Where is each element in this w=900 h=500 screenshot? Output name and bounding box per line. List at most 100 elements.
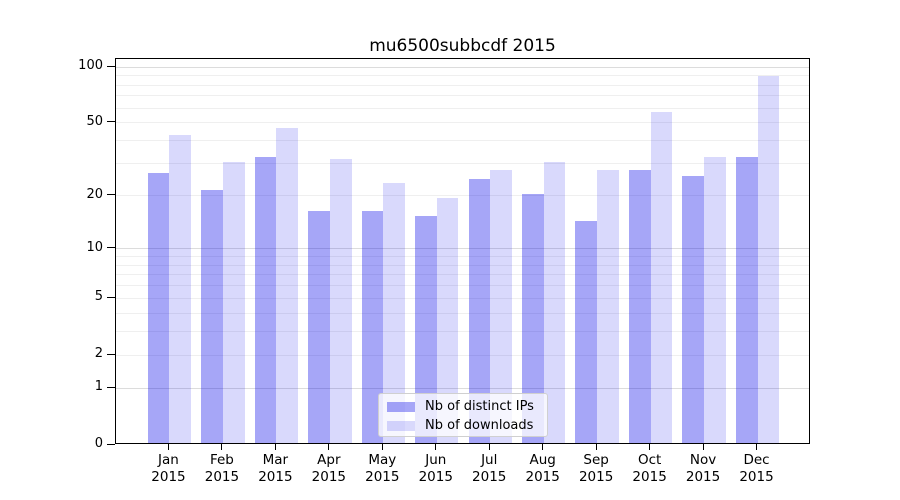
x-tick-label-line: Dec xyxy=(743,452,770,468)
x-tick-label: Mar 2015 xyxy=(240,452,310,486)
x-tick-label-line: 2015 xyxy=(578,469,614,485)
bar-jan-ips xyxy=(147,173,170,443)
x-tick-label-line: 2015 xyxy=(525,469,560,485)
bar-may-ips xyxy=(361,210,384,443)
bar-mar-ips xyxy=(254,156,277,443)
gridline-minor xyxy=(116,297,809,299)
y-tick-label: 1 xyxy=(94,379,103,395)
y-tick-label: 5 xyxy=(94,289,103,305)
x-tick-label: Oct 2015 xyxy=(615,452,685,486)
x-tick xyxy=(702,444,704,450)
y-tick xyxy=(107,386,115,388)
x-tick-label-line: May xyxy=(368,452,397,468)
x-tick-label-line: Jan xyxy=(158,452,179,468)
bar-may-downloads xyxy=(383,182,405,443)
x-tick-label-line: 2015 xyxy=(632,469,667,485)
bar-oct-ips xyxy=(628,170,651,443)
x-tick xyxy=(488,444,490,450)
y-tick xyxy=(107,121,115,123)
x-tick-label-line: 2015 xyxy=(311,469,347,485)
bar-oct-downloads xyxy=(650,111,673,443)
legend-item-distinct-ips: Nb of distinct IPs xyxy=(379,397,547,416)
bar-dec-ips xyxy=(735,156,758,443)
x-tick-label-line: 2015 xyxy=(418,469,453,485)
bar-jun-downloads xyxy=(436,197,459,443)
gridline-minor xyxy=(116,163,809,165)
x-tick-label-line: 2015 xyxy=(472,469,507,485)
x-tick xyxy=(435,444,437,450)
gridline-minor xyxy=(116,312,809,314)
bar-nov-ips xyxy=(682,176,705,443)
y-tick xyxy=(107,353,115,355)
bar-jul-downloads xyxy=(490,170,512,443)
x-tick-label: Sep 2015 xyxy=(561,452,631,486)
y-tick xyxy=(107,443,115,445)
x-tick xyxy=(381,444,383,450)
x-tick-label-line: 2015 xyxy=(685,469,721,485)
x-tick xyxy=(328,444,330,450)
x-tick-label-line: 2015 xyxy=(151,469,186,485)
x-tick-label: Aug 2015 xyxy=(508,452,578,486)
x-tick-label: Jul 2015 xyxy=(454,452,524,486)
gridline-major xyxy=(116,248,809,250)
gridline-minor xyxy=(116,285,809,287)
bar-feb-ips xyxy=(201,189,223,443)
legend: Nb of distinct IPs Nb of downloads xyxy=(378,393,548,437)
x-tick-label-line: Oct xyxy=(637,452,662,468)
x-tick-label-line: Jul xyxy=(481,452,498,468)
x-tick-label-line: Jun xyxy=(425,452,447,468)
gridline-minor xyxy=(116,122,809,124)
y-tick-label: 50 xyxy=(86,113,103,129)
legend-swatch-downloads xyxy=(387,420,415,431)
y-tick xyxy=(107,194,115,196)
x-tick-label-line: Nov xyxy=(689,452,717,468)
x-tick-label-line: Mar xyxy=(262,452,289,468)
bar-sep-downloads xyxy=(597,170,619,443)
gridline-minor xyxy=(116,107,809,109)
x-tick xyxy=(649,444,651,450)
x-tick xyxy=(274,444,276,450)
chart-title: mu6500subbcdf 2015 xyxy=(369,36,556,56)
x-tick-label: May 2015 xyxy=(347,452,417,486)
x-tick xyxy=(221,444,223,450)
gridline-major xyxy=(116,387,809,389)
y-tick-label: 0 xyxy=(94,436,103,451)
bar-dec-downloads xyxy=(757,76,780,443)
y-tick xyxy=(107,247,115,249)
x-tick-label-line: 2015 xyxy=(739,469,774,485)
bar-jan-downloads xyxy=(169,134,192,443)
bar-jul-ips xyxy=(468,179,491,443)
gridline-minor xyxy=(116,195,809,197)
gridline-minor xyxy=(116,84,809,86)
x-tick-label-line: Sep xyxy=(583,452,609,468)
gridline-minor xyxy=(116,354,809,356)
x-tick-label-line: Aug xyxy=(529,452,556,468)
y-tick-label: 20 xyxy=(86,186,103,202)
gridline-minor xyxy=(116,330,809,332)
y-tick-label: 10 xyxy=(86,239,103,255)
y-tick xyxy=(107,296,115,298)
x-tick-label: Apr 2015 xyxy=(294,452,364,486)
x-tick-label-line: 2015 xyxy=(258,469,293,485)
x-tick-label-line: Apr xyxy=(317,452,341,468)
x-tick xyxy=(756,444,758,450)
x-tick-label-line: Feb xyxy=(209,452,234,468)
y-tick xyxy=(107,65,115,67)
y-tick-label: 100 xyxy=(78,58,103,73)
gridline-minor xyxy=(116,264,809,266)
legend-label-downloads: Nb of downloads xyxy=(425,418,534,433)
gridline-minor xyxy=(116,140,809,142)
bar-mar-downloads xyxy=(276,127,299,443)
x-tick xyxy=(542,444,544,450)
bar-nov-downloads xyxy=(704,156,726,443)
bar-sep-ips xyxy=(575,221,598,443)
bar-jun-ips xyxy=(415,215,437,443)
x-tick xyxy=(595,444,597,450)
bar-aug-ips xyxy=(521,193,544,443)
legend-label-distinct-ips: Nb of distinct IPs xyxy=(425,399,534,414)
bar-aug-downloads xyxy=(543,161,566,443)
gridline-minor xyxy=(116,95,809,97)
x-tick-label-line: 2015 xyxy=(365,469,400,485)
gridline-minor xyxy=(116,75,809,77)
